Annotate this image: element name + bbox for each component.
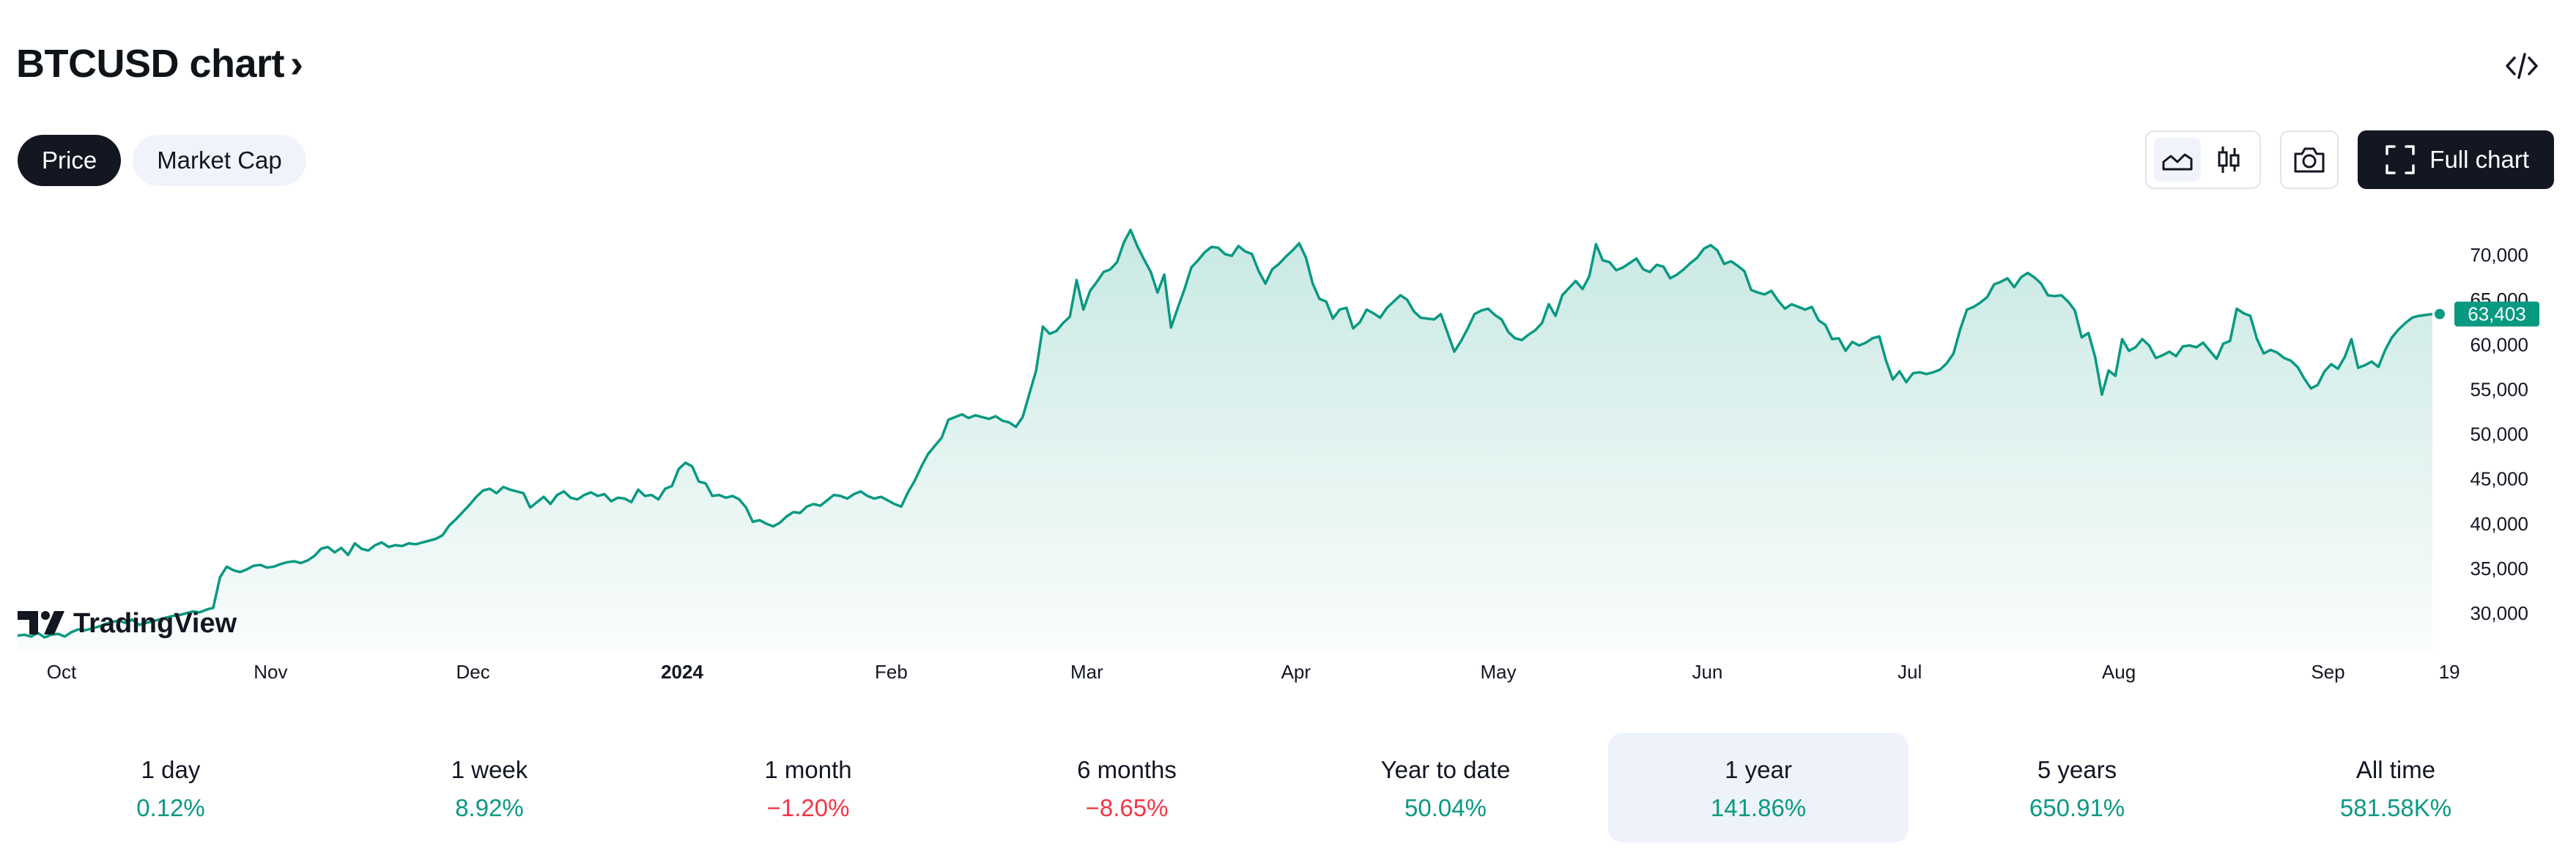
- x-tick-label: 19: [2439, 661, 2460, 683]
- x-tick-label: Feb: [875, 661, 908, 683]
- period-5-years[interactable]: 5 years 650.91%: [1927, 733, 2227, 843]
- x-tick-label: Jul: [1898, 661, 1922, 683]
- period-label: 1 year: [1725, 756, 1792, 783]
- chart-type-tabs: Price Market Cap: [18, 135, 306, 186]
- y-tick-label: 50,000: [2470, 423, 2528, 445]
- period-1-day[interactable]: 1 day 0.12%: [21, 733, 321, 843]
- full-chart-label: Full chart: [2429, 146, 2529, 173]
- x-tick-label: Jun: [1692, 661, 1722, 683]
- x-tick-label: Nov: [253, 661, 287, 683]
- price-series-line: [17, 229, 2433, 639]
- period-change-value: −1.20%: [766, 794, 850, 821]
- chart-style-toggle: [2145, 130, 2262, 189]
- last-price-label: 63,403: [2468, 303, 2526, 325]
- chart-title[interactable]: BTCUSD chart ›: [16, 41, 303, 86]
- x-tick-label: May: [1480, 661, 1516, 683]
- price-area-fill: [18, 229, 2432, 652]
- period-label: 5 years: [2037, 756, 2117, 783]
- y-tick-label: 35,000: [2470, 558, 2528, 580]
- period-label: 1 day: [141, 756, 201, 783]
- code-embed-icon[interactable]: [2504, 48, 2539, 84]
- period-change-value: −8.65%: [1085, 794, 1169, 821]
- y-tick-label: 55,000: [2470, 378, 2528, 400]
- last-price-dot: [2435, 308, 2445, 319]
- period-6-months[interactable]: 6 months −8.65%: [977, 733, 1277, 843]
- period-1-month[interactable]: 1 month −1.20%: [658, 733, 958, 843]
- last-price-marker: 63,403: [2435, 301, 2539, 327]
- tradingview-logo: TradingView: [18, 608, 237, 639]
- chevron-right-icon: ›: [290, 42, 303, 86]
- x-tick-label: Dec: [456, 661, 489, 683]
- chart-toolbar: Full chart: [2145, 130, 2554, 189]
- tradingview-logo-text: TradingView: [73, 608, 237, 639]
- x-tick-label: Sep: [2311, 661, 2344, 683]
- area-chart-icon[interactable]: [2154, 138, 2202, 182]
- price-line: [17, 229, 2433, 639]
- y-tick-label: 30,000: [2470, 602, 2528, 624]
- y-tick-label: 60,000: [2470, 333, 2528, 355]
- y-tick-label: 70,000: [2470, 244, 2528, 266]
- period-all-time[interactable]: All time 581.58K%: [2246, 733, 2546, 843]
- period-change-value: 581.58K%: [2339, 794, 2452, 821]
- x-tick-label: 2024: [661, 661, 703, 683]
- chart-title-text: BTCUSD chart: [16, 42, 285, 86]
- price-area: [18, 229, 2432, 652]
- x-axis: Oct Nov Dec 2024 Feb Mar Apr May Jun Jul Aug Sep 19: [47, 661, 2460, 683]
- x-tick-label: Mar: [1070, 661, 1103, 683]
- x-tick-label: Apr: [1281, 661, 1311, 683]
- period-label: 1 week: [451, 756, 528, 783]
- period-change-value: 0.12%: [136, 794, 205, 821]
- period-change-value: 8.92%: [455, 794, 524, 821]
- period-label: Year to date: [1380, 756, 1511, 783]
- price-chart[interactable]: 70,00065,00060,00055,00050,00045,00040,0…: [0, 212, 2576, 703]
- x-tick-label: Aug: [2102, 661, 2136, 683]
- tab-price[interactable]: Price: [18, 135, 122, 186]
- x-tick-label: Oct: [47, 661, 77, 683]
- period-1-week[interactable]: 1 week 8.92%: [339, 733, 640, 843]
- candlestick-icon[interactable]: [2205, 138, 2252, 182]
- last-price-badge: [2454, 301, 2539, 327]
- period-label: 6 months: [1077, 756, 1177, 783]
- period-change-value: 141.86%: [1710, 794, 1807, 821]
- tab-market-cap[interactable]: Market Cap: [133, 135, 306, 186]
- tradingview-logo-icon: [18, 611, 64, 634]
- period-label: 1 month: [764, 756, 852, 783]
- period-change-value: 50.04%: [1404, 794, 1487, 821]
- y-tick-label: 45,000: [2470, 468, 2528, 490]
- full-chart-button[interactable]: Full chart: [2358, 130, 2554, 189]
- fullscreen-icon: [2386, 145, 2416, 174]
- camera-icon[interactable]: [2280, 130, 2339, 189]
- period-year-to-date[interactable]: Year to date 50.04%: [1295, 733, 1596, 843]
- period-change-value: 650.91%: [2029, 794, 2125, 821]
- period-label: All time: [2355, 756, 2436, 783]
- period-performance-bar: 1 day 0.12% 1 week 8.92% 1 month −1.20% 6 mont…: [0, 733, 2576, 843]
- y-tick-label: 40,000: [2470, 513, 2528, 535]
- period-1-year[interactable]: 1 year 141.86%: [1608, 733, 1909, 843]
- y-axis: 70,00065,00060,00055,00050,00045,00040,0…: [2470, 244, 2528, 624]
